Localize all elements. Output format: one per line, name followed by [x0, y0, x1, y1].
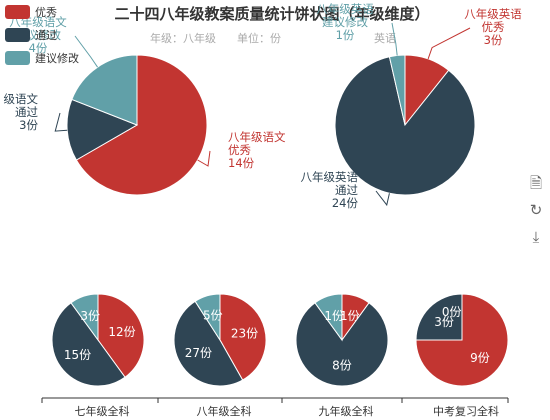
pie-slice[interactable]: [75, 54, 208, 196]
category-axis: 七年级全科 八年级全科 九年级全科 中考复习全科: [41, 398, 509, 418]
pie-slice-label-line: 八年级英语: [464, 7, 522, 21]
subtitle-subject: 英语: [374, 31, 396, 45]
subtitle-grade: 年级：八年级: [150, 31, 216, 45]
pie-slice-label-line: 3份: [484, 33, 503, 47]
pie-chart-5: 1份 8份 1份: [295, 293, 389, 387]
pie-slice-label-line: 建议修改: [322, 15, 368, 29]
pie-slice-label: 八年级英语通过 24份: [301, 170, 359, 210]
pie-slice[interactable]: [97, 293, 145, 378]
pie-slice-value-label: 3份: [80, 309, 100, 323]
legend-item-label[interactable]: 优秀: [35, 6, 57, 19]
pie-slice-value-label: 15份: [64, 348, 91, 362]
pie-slice-value-label: 8份: [332, 358, 352, 372]
legend-item-label[interactable]: 建议修改: [35, 51, 79, 65]
pie-slice-label-line: 4份: [29, 41, 48, 55]
category-label: 七年级全科: [75, 404, 130, 418]
pie-chart-3: 12份 15份 3份: [51, 293, 145, 387]
pie-slice-label-line: 通过: [15, 105, 38, 119]
pie-slice[interactable]: [51, 302, 126, 387]
pie-slice-label-line: 通过: [335, 183, 358, 197]
pie-slice-label-line: 八年级语文: [228, 130, 286, 144]
pie-slice[interactable]: [70, 293, 99, 342]
category-label: 中考复习全科: [433, 404, 499, 418]
legend-item-label[interactable]: 通过: [35, 29, 57, 42]
legend-swatch[interactable]: [5, 5, 30, 19]
pie-slice[interactable]: [314, 293, 343, 342]
pie-slice-label-line: 优秀: [482, 20, 505, 34]
pie-slice[interactable]: [71, 54, 138, 126]
pie-slice-value-label: 23份: [231, 327, 258, 341]
pie-slice-label-line: 八年级英语: [301, 170, 359, 184]
pie-label-connector: [375, 190, 390, 207]
pie-slice[interactable]: [173, 300, 244, 387]
chart-title: 二十四八年级教案质量统计饼状图（年级维度）: [114, 5, 429, 23]
legend-swatch[interactable]: [5, 51, 30, 65]
pie-slice[interactable]: [388, 54, 406, 126]
pie-slice-label-line: 24份: [332, 196, 359, 210]
pie-slice-value-label: 1份: [340, 309, 360, 323]
pie-slice-value-label: 9份: [470, 351, 490, 365]
pie-slice-value-label: 5份: [203, 309, 223, 323]
pie-slice-label: 级语文通过 3份: [4, 92, 39, 132]
pie-slice-label: 八年级英语优秀 3份: [464, 7, 522, 47]
restore-icon[interactable]: ↻: [530, 201, 543, 219]
pie-slice-label-line: 1份: [336, 28, 355, 42]
pie-slice-label-line: 3份: [19, 118, 38, 132]
toolbox: 🗎 ↻ ⤓: [530, 174, 543, 246]
pie-slice-label: 八年级语文优秀 14份: [228, 130, 286, 170]
pie-slice[interactable]: [415, 293, 463, 341]
pie-slice-label-line: 八年级英语: [316, 2, 374, 16]
pie-chart-4: 23份 27份 5份: [173, 293, 267, 387]
pie-slice-value-label: 0份: [442, 305, 462, 319]
data-view-icon[interactable]: 🗎: [530, 174, 542, 192]
pie-label-connector: [54, 112, 68, 132]
pie-slice-value-label: 12份: [108, 325, 135, 339]
category-label: 九年级全科: [319, 404, 374, 418]
pie-slice[interactable]: [219, 293, 267, 381]
pie-slice[interactable]: [194, 293, 221, 342]
pie-slice-value-label: 1份: [324, 309, 344, 323]
pie-slice-value-label: 3份: [434, 315, 454, 329]
subtitle-unit: 单位：份: [237, 31, 281, 45]
pie-slice-label-line: 级语文: [4, 92, 39, 106]
download-icon[interactable]: ⤓: [533, 228, 540, 246]
pie-slice[interactable]: [334, 56, 476, 196]
category-label: 八年级全科: [197, 404, 252, 418]
pie-slice-label: 八年级英语建议修改 1份: [316, 2, 374, 42]
pie-slice-value-label: 27份: [185, 346, 212, 360]
pie-label-connector: [197, 150, 211, 167]
legend-swatch[interactable]: [5, 28, 30, 42]
pie-slice-label-line: 优秀: [228, 143, 251, 157]
pie-label-connector: [74, 35, 98, 68]
pie-slice[interactable]: [295, 302, 389, 387]
pie-slice-label-line: 14份: [228, 156, 255, 170]
pie-label-connector: [427, 27, 471, 60]
pie-label-connector: [391, 22, 398, 56]
